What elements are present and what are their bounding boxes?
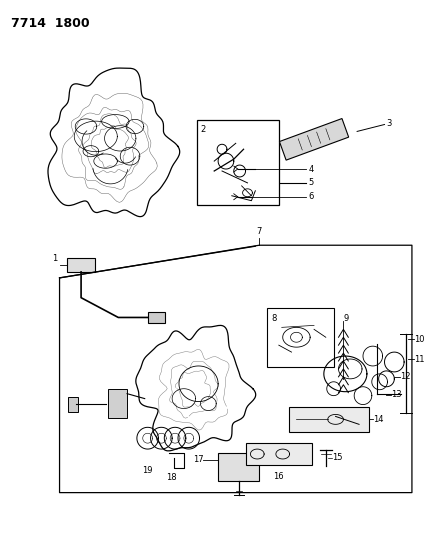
Text: 19: 19	[142, 466, 153, 475]
Text: 7714  1800: 7714 1800	[11, 17, 89, 30]
Bar	[148, 311, 165, 324]
Text: 10: 10	[414, 335, 424, 344]
Bar	[218, 453, 259, 481]
Text: 15: 15	[332, 454, 342, 463]
Text: 14: 14	[373, 415, 383, 424]
Text: 1: 1	[52, 254, 57, 263]
Text: 4: 4	[308, 165, 314, 174]
Text: 12: 12	[400, 373, 411, 381]
Text: 8: 8	[271, 313, 276, 322]
Text: 7: 7	[257, 227, 262, 236]
Bar	[196, 119, 279, 205]
Text: 5: 5	[308, 179, 314, 188]
Text: 13: 13	[391, 390, 402, 399]
Bar	[289, 407, 369, 432]
Text: 2: 2	[200, 125, 206, 134]
Text: 16: 16	[274, 472, 284, 481]
Text: 18: 18	[166, 473, 176, 482]
Text: 17: 17	[193, 456, 203, 464]
Bar	[267, 308, 334, 367]
Text: 6: 6	[308, 192, 314, 201]
Bar	[279, 118, 349, 160]
Text: 11: 11	[414, 354, 424, 364]
Bar	[245, 443, 312, 465]
Text: 9: 9	[343, 314, 349, 324]
Bar	[108, 389, 127, 418]
Bar	[68, 397, 78, 413]
Bar	[67, 258, 95, 272]
Text: 3: 3	[387, 119, 392, 128]
